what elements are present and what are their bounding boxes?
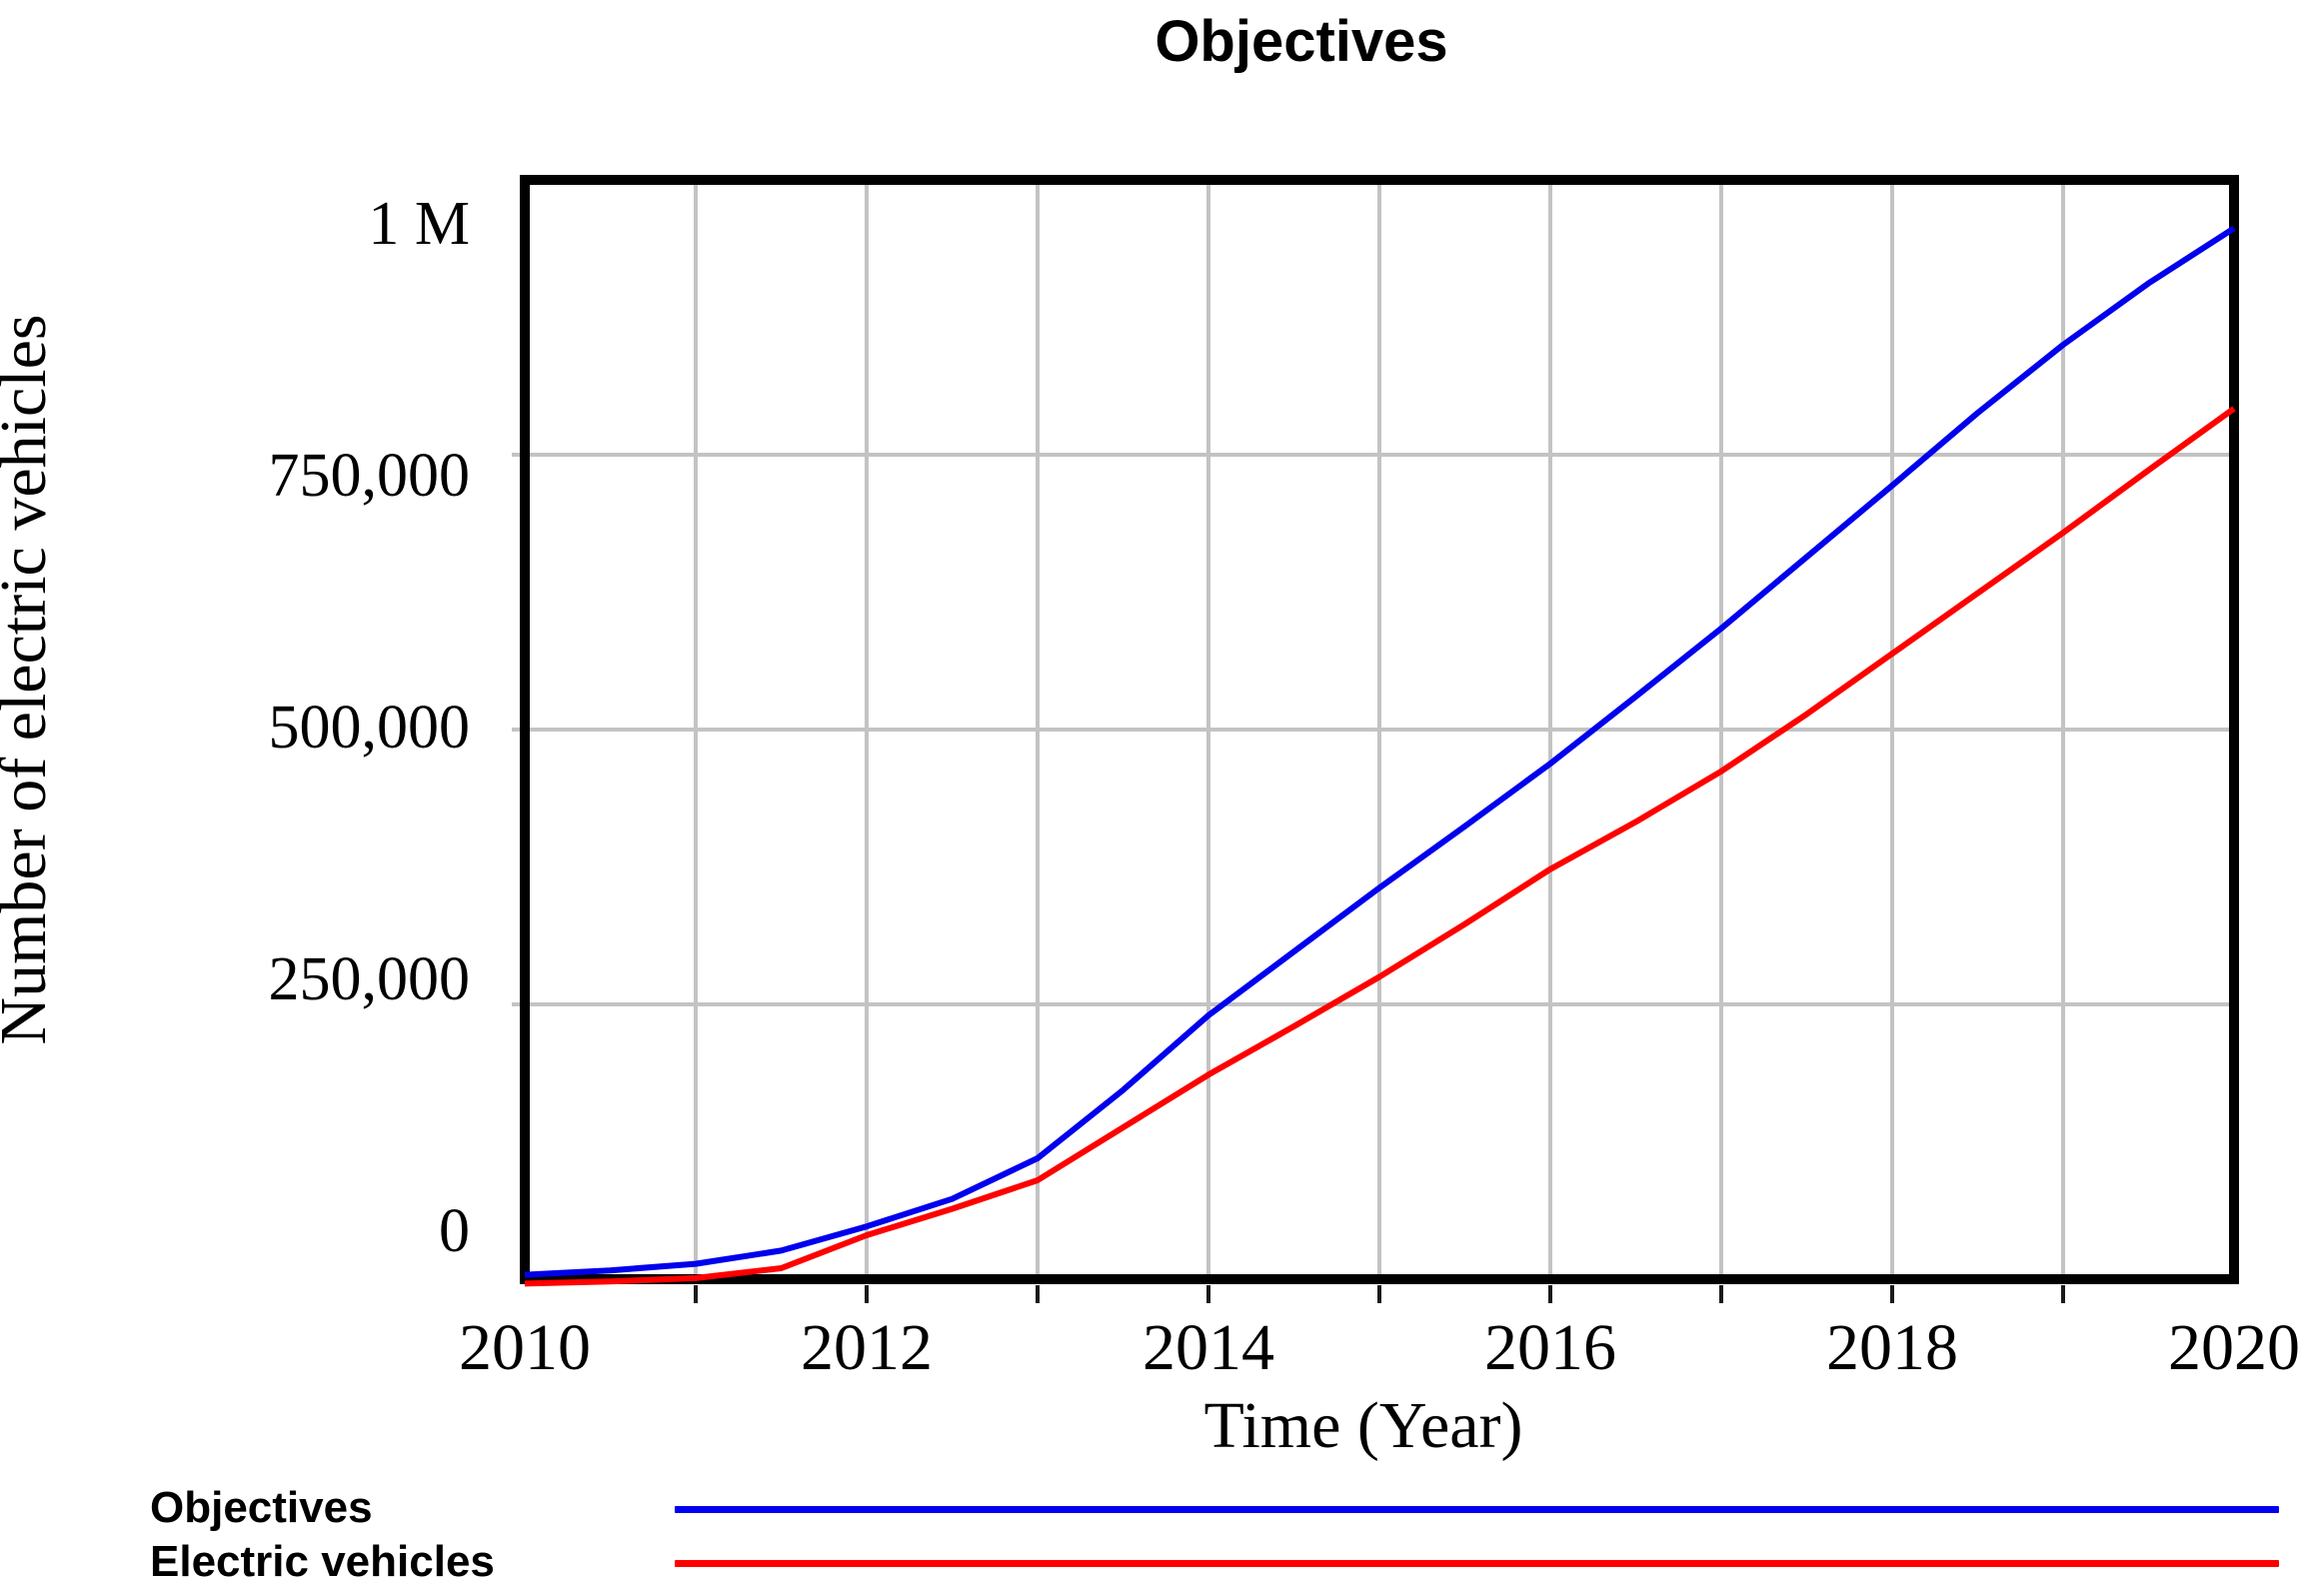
x-axis-title: Time (Year)	[1203, 1389, 1522, 1462]
x-tick-label: 2018	[1826, 1311, 1958, 1384]
y-axis-title: Number of electric vehicles	[0, 314, 60, 1044]
y-tick-label: 500,000	[269, 694, 471, 762]
legend-label-electric-vehicles: Electric vehicles	[150, 1537, 495, 1586]
y-tick-label: 250,000	[269, 945, 471, 1013]
x-tick-label: 2012	[801, 1311, 933, 1384]
x-tick-label: 2016	[1484, 1311, 1616, 1384]
legend-label-objectives: Objectives	[150, 1483, 373, 1532]
chart-title: Objectives	[1155, 9, 1448, 74]
legend-line-objectives-swatch	[675, 1506, 2279, 1513]
legend-row-electric-vehicles: Electric vehicles	[0, 1537, 2315, 1591]
series-line-objectives	[524, 225, 2236, 1278]
y-tick-label: 1 M	[368, 190, 470, 258]
x-tick-label: 2010	[459, 1311, 591, 1384]
plot-frame	[520, 175, 2239, 1284]
x-tick-label: 2014	[1143, 1311, 1274, 1384]
y-tick-label: 750,000	[269, 442, 471, 510]
legend-row-objectives: Objectives	[0, 1483, 2315, 1537]
series-line-electric-vehicles	[524, 406, 2236, 1287]
legend-line-electric-vehicles-swatch	[675, 1560, 2279, 1567]
x-tick-label: 2020	[2168, 1311, 2300, 1384]
y-tick-label: 0	[439, 1197, 470, 1265]
